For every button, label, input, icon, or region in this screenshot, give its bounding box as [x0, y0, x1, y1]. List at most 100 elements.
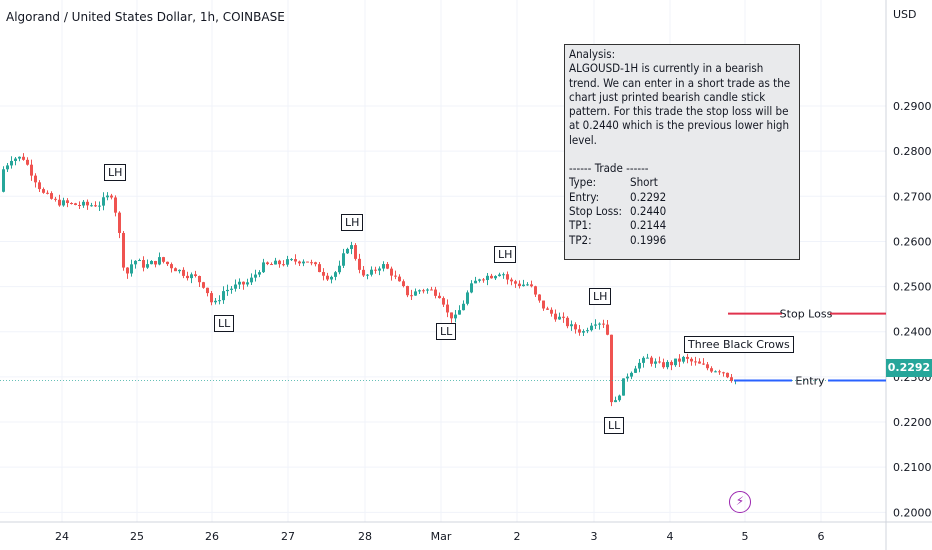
candle-body [582, 331, 585, 333]
candle-body [518, 283, 521, 287]
candle-body [446, 304, 449, 313]
candle-body [534, 286, 537, 295]
candle-body [266, 262, 269, 265]
trade-tp1-key: TP1: [569, 218, 592, 233]
candle-body [458, 310, 461, 315]
candle-body [466, 292, 469, 304]
candle-body [622, 378, 625, 396]
chart-title: Algorand / United States Dollar, 1h, COI… [6, 10, 285, 24]
candle-body [214, 300, 217, 303]
candle-body [642, 357, 645, 363]
candle-body [498, 274, 501, 277]
candle-body [510, 279, 513, 282]
candle-body [378, 268, 381, 271]
flash-icon[interactable]: ⚡ [729, 491, 751, 513]
candle-body [326, 275, 329, 280]
candle-body [522, 284, 525, 287]
candle-body [650, 357, 653, 364]
candle-body [694, 361, 697, 363]
candle-body [702, 363, 705, 365]
candle-body [434, 289, 437, 296]
lower-high-marker[interactable]: LH [589, 288, 612, 306]
candle-body [102, 197, 105, 206]
candle-body [674, 358, 677, 366]
candle-body [198, 275, 201, 283]
candle-body [114, 197, 117, 213]
candle-body [298, 261, 301, 264]
trade-tp2-value: 0.1996 [630, 232, 667, 247]
candle-body [494, 276, 497, 279]
trade-tp1-value: 0.2144 [630, 218, 667, 233]
candle-body [110, 195, 113, 198]
candle-body [262, 262, 265, 273]
candle-body [382, 264, 385, 269]
candle-body [618, 395, 621, 401]
candle-body [606, 324, 609, 335]
entry-label: Entry [795, 374, 825, 387]
candle-body [670, 361, 673, 366]
trade-type-key: Type: [569, 175, 597, 190]
candle-body [318, 264, 321, 273]
y-tick-label: 0.2900 [893, 100, 932, 113]
candle-body [602, 323, 605, 325]
candle-body [6, 165, 9, 170]
candle-body [282, 264, 285, 266]
candle-body [90, 205, 93, 207]
lower-low-marker[interactable]: LL [214, 315, 235, 333]
candle-body [18, 156, 21, 159]
x-tick-label: 6 [818, 530, 825, 543]
candle-body [450, 312, 453, 319]
candle-body [58, 199, 61, 206]
candle-body [454, 314, 457, 319]
candle-body [354, 245, 357, 259]
candle-body [686, 356, 689, 359]
candle-body [418, 290, 421, 292]
y-tick-label: 0.2200 [893, 416, 932, 429]
candle-body [474, 280, 477, 284]
candle-body [118, 212, 121, 233]
lower-low-marker[interactable]: LL [436, 323, 457, 341]
analysis-body: ALGOUSD-1H is currently in a bearish tre… [569, 61, 791, 147]
candle-body [94, 205, 97, 207]
x-tick-label: 26 [205, 530, 219, 543]
candle-body [286, 259, 289, 265]
candle-body [122, 232, 125, 268]
candle-body [470, 283, 473, 293]
candle-body [178, 269, 181, 272]
candle-body [130, 264, 133, 274]
candle-body [270, 264, 273, 266]
analysis-note[interactable]: Analysis: ALGOUSD-1H is currently in a b… [564, 44, 800, 260]
candle-body [626, 376, 629, 379]
candle-body [30, 164, 33, 176]
candle-body [230, 288, 233, 290]
lower-high-marker[interactable]: LH [341, 213, 364, 231]
lower-low-marker[interactable]: LL [604, 416, 625, 434]
y-tick-label: 0.2400 [893, 326, 932, 339]
current-price-tag: 0.2292 [886, 359, 932, 377]
candle-body [66, 200, 69, 204]
candle-body [530, 284, 533, 287]
stop-loss-label: Stop Loss [780, 308, 833, 321]
candle-body [486, 275, 489, 281]
candle-body [478, 279, 481, 281]
candle-body [170, 264, 173, 269]
pattern-label[interactable]: Three Black Crows [684, 335, 794, 353]
candle-body [238, 281, 241, 285]
candle-body [722, 372, 725, 374]
candle-body [134, 260, 137, 265]
candle-body [338, 265, 341, 273]
candle-body [74, 203, 77, 206]
candle-body [26, 159, 29, 165]
candle-body [658, 361, 661, 363]
candle-body [558, 316, 561, 320]
candle-body [146, 264, 149, 268]
lower-high-marker[interactable]: LH [494, 245, 517, 263]
y-tick-label: 0.2500 [893, 281, 932, 294]
candle-body [402, 281, 405, 287]
candle-body [186, 275, 189, 279]
currency-label[interactable]: USD [893, 8, 917, 21]
candle-body [250, 277, 253, 283]
lower-high-marker[interactable]: LH [104, 164, 127, 182]
